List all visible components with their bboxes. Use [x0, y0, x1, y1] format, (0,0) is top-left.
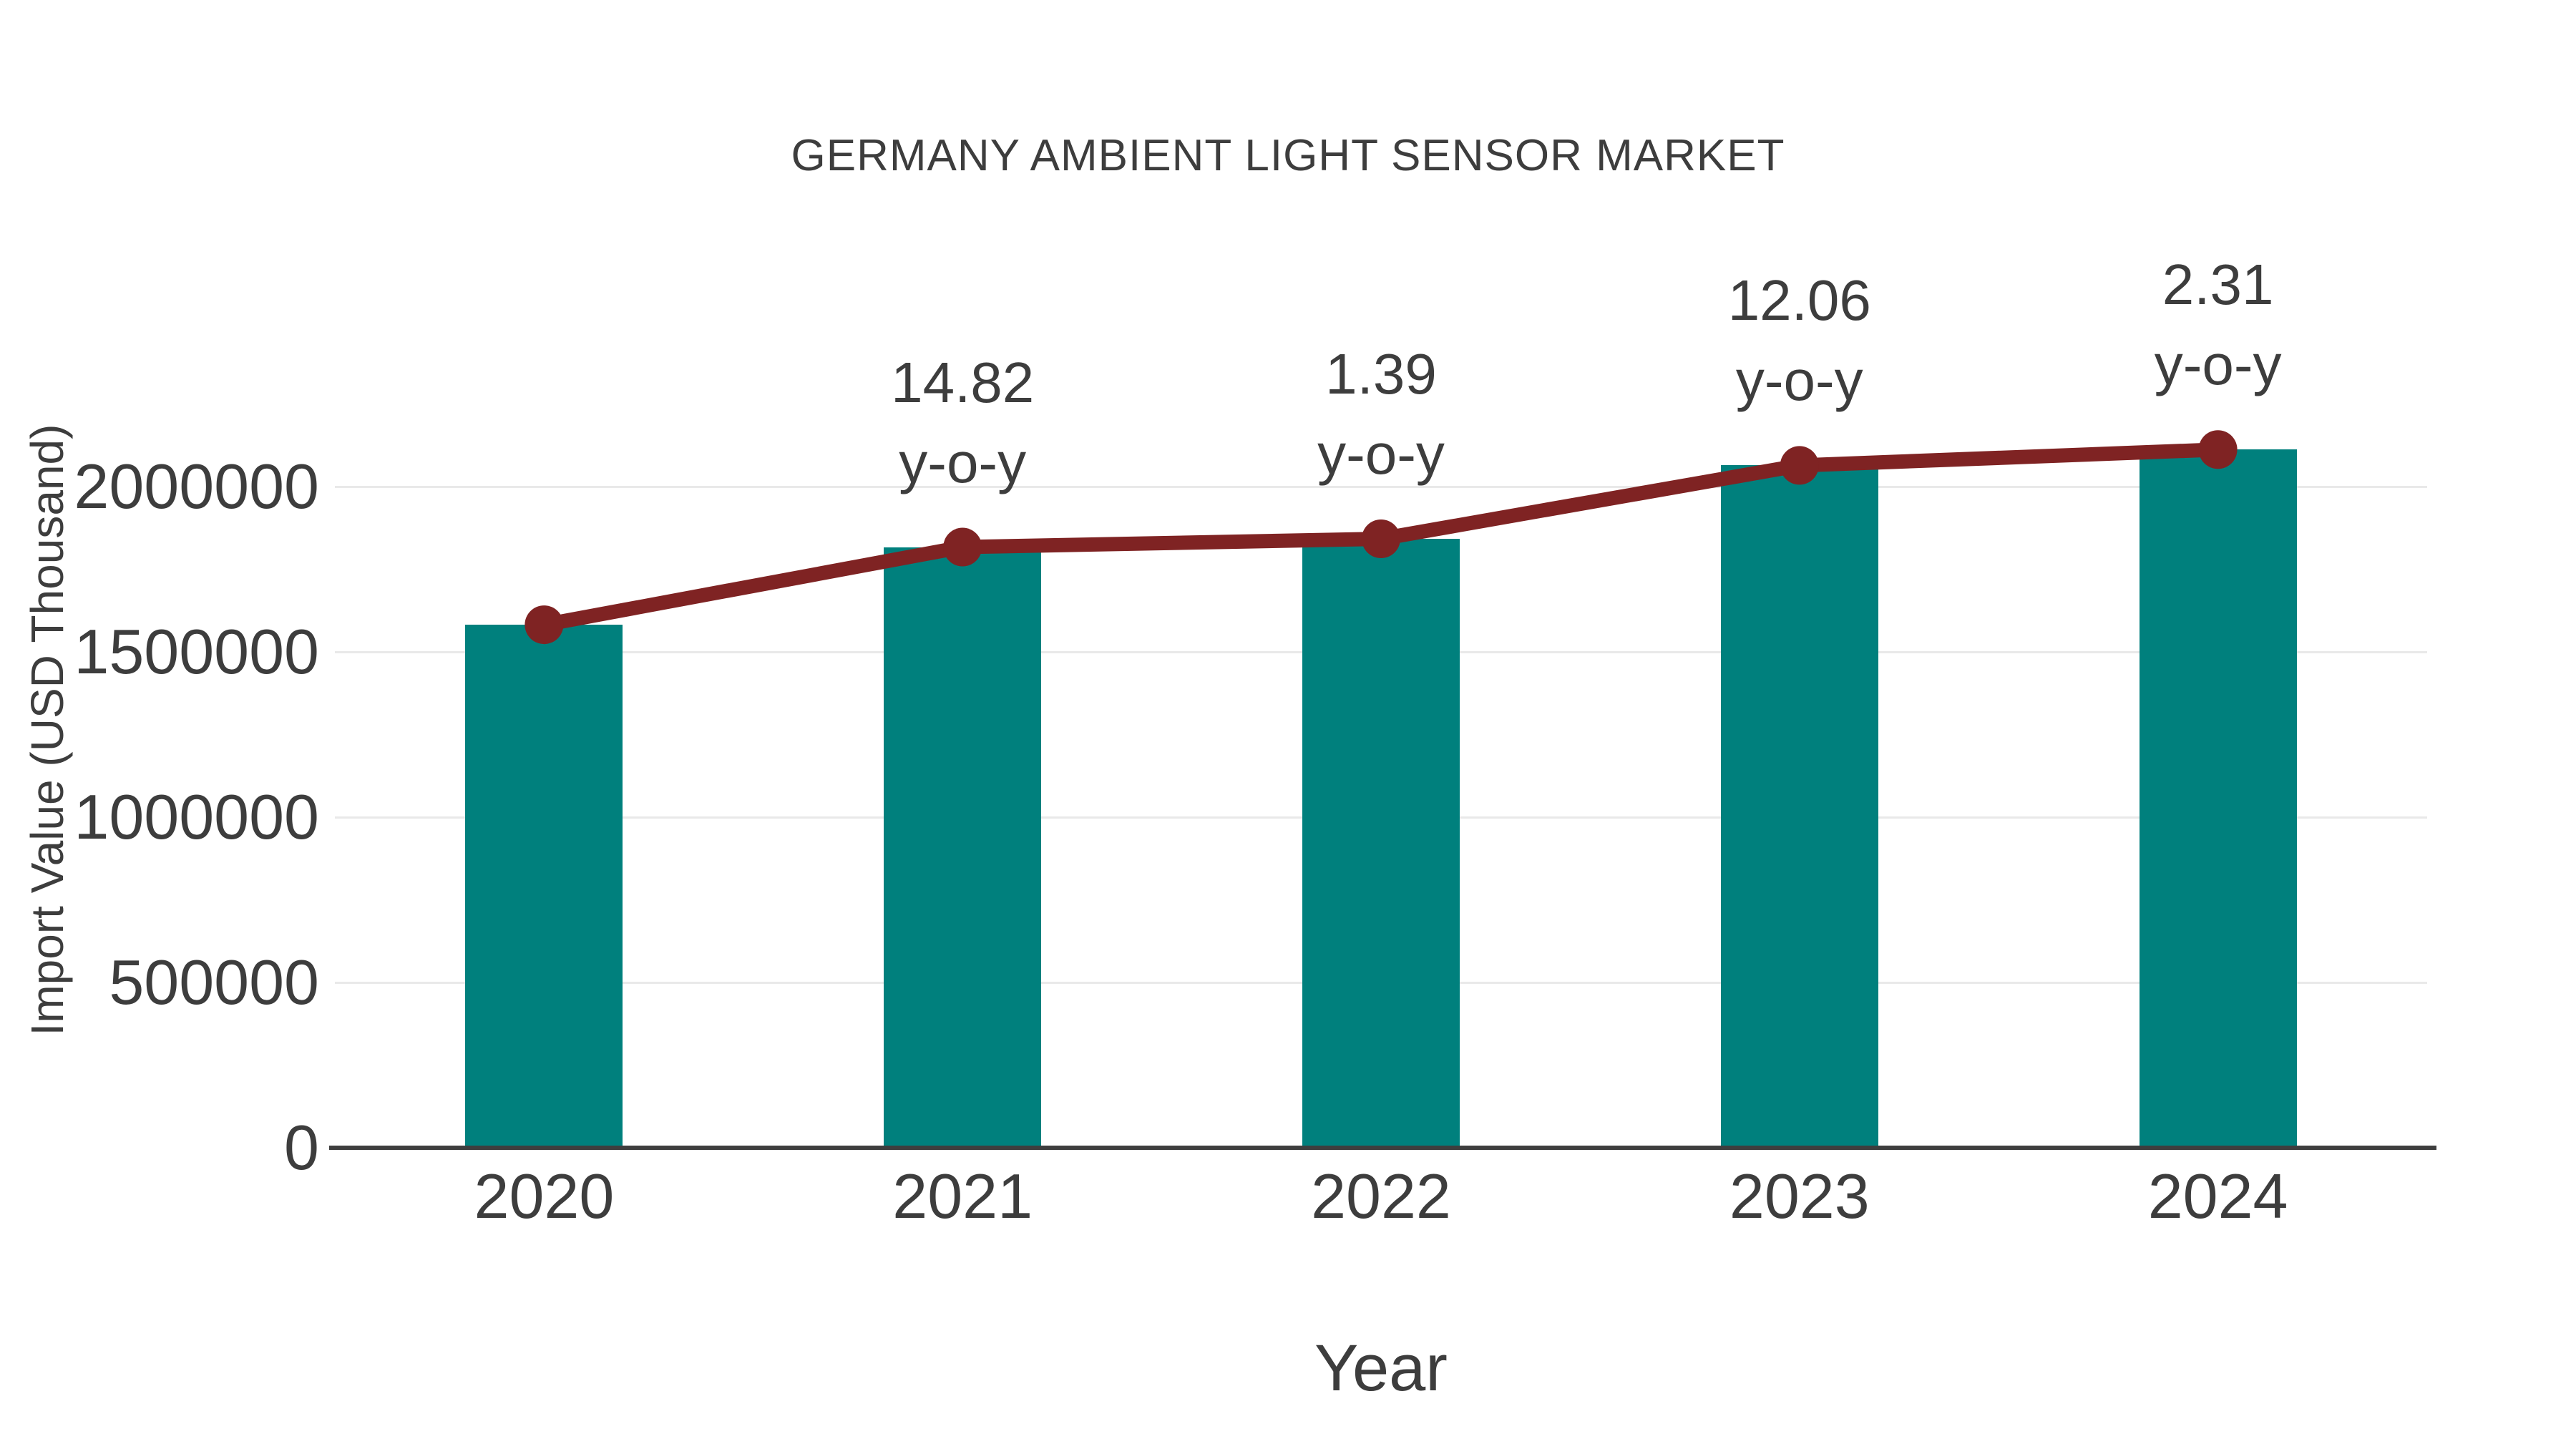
- x-tick-label-2023: 2023: [1729, 1161, 1870, 1231]
- bar-2023: [1720, 465, 1878, 1148]
- x-axis-title: Year: [1314, 1332, 1448, 1405]
- bar-2020: [465, 625, 623, 1148]
- y-tick-label-1000000: 1000000: [74, 781, 319, 852]
- annotation-value-2023: 12.06: [1727, 268, 1871, 333]
- annotation-2023: 12.06 y-o-y: [1635, 260, 1964, 421]
- y-tick-label-0: 0: [284, 1112, 319, 1183]
- bar-2021: [884, 547, 1042, 1148]
- x-tick-label-2020: 2020: [474, 1161, 615, 1231]
- annotation-2021: 14.82 y-o-y: [798, 343, 1127, 503]
- y-tick-label-1500000: 1500000: [74, 616, 319, 687]
- annotation-value-2021: 14.82: [891, 350, 1035, 414]
- chart-title: GERMANY AMBIENT LIGHT SENSOR MARKET: [791, 131, 1785, 180]
- annotation-label-2021: y-o-y: [899, 430, 1027, 494]
- x-tick-label-2021: 2021: [892, 1161, 1033, 1231]
- bar-2022: [1302, 538, 1460, 1148]
- annotation-2022: 1.39 y-o-y: [1216, 334, 1546, 494]
- annotation-label-2022: y-o-y: [1317, 421, 1445, 486]
- annotation-value-2024: 2.31: [2162, 253, 2274, 317]
- bar-2024: [2139, 449, 2297, 1148]
- y-tick-label-500000: 500000: [109, 947, 319, 1018]
- annotation-label-2024: y-o-y: [2154, 333, 2282, 397]
- annotation-value-2022: 1.39: [1325, 341, 1437, 406]
- x-tick-label-2024: 2024: [2147, 1161, 2288, 1231]
- y-tick-label-2000000: 2000000: [74, 451, 319, 522]
- x-axis-line: [329, 1146, 2436, 1150]
- x-tick-label-2022: 2022: [1311, 1161, 1451, 1231]
- annotation-2024: 2.31 y-o-y: [2054, 245, 2383, 405]
- annotation-label-2023: y-o-y: [1735, 348, 1863, 413]
